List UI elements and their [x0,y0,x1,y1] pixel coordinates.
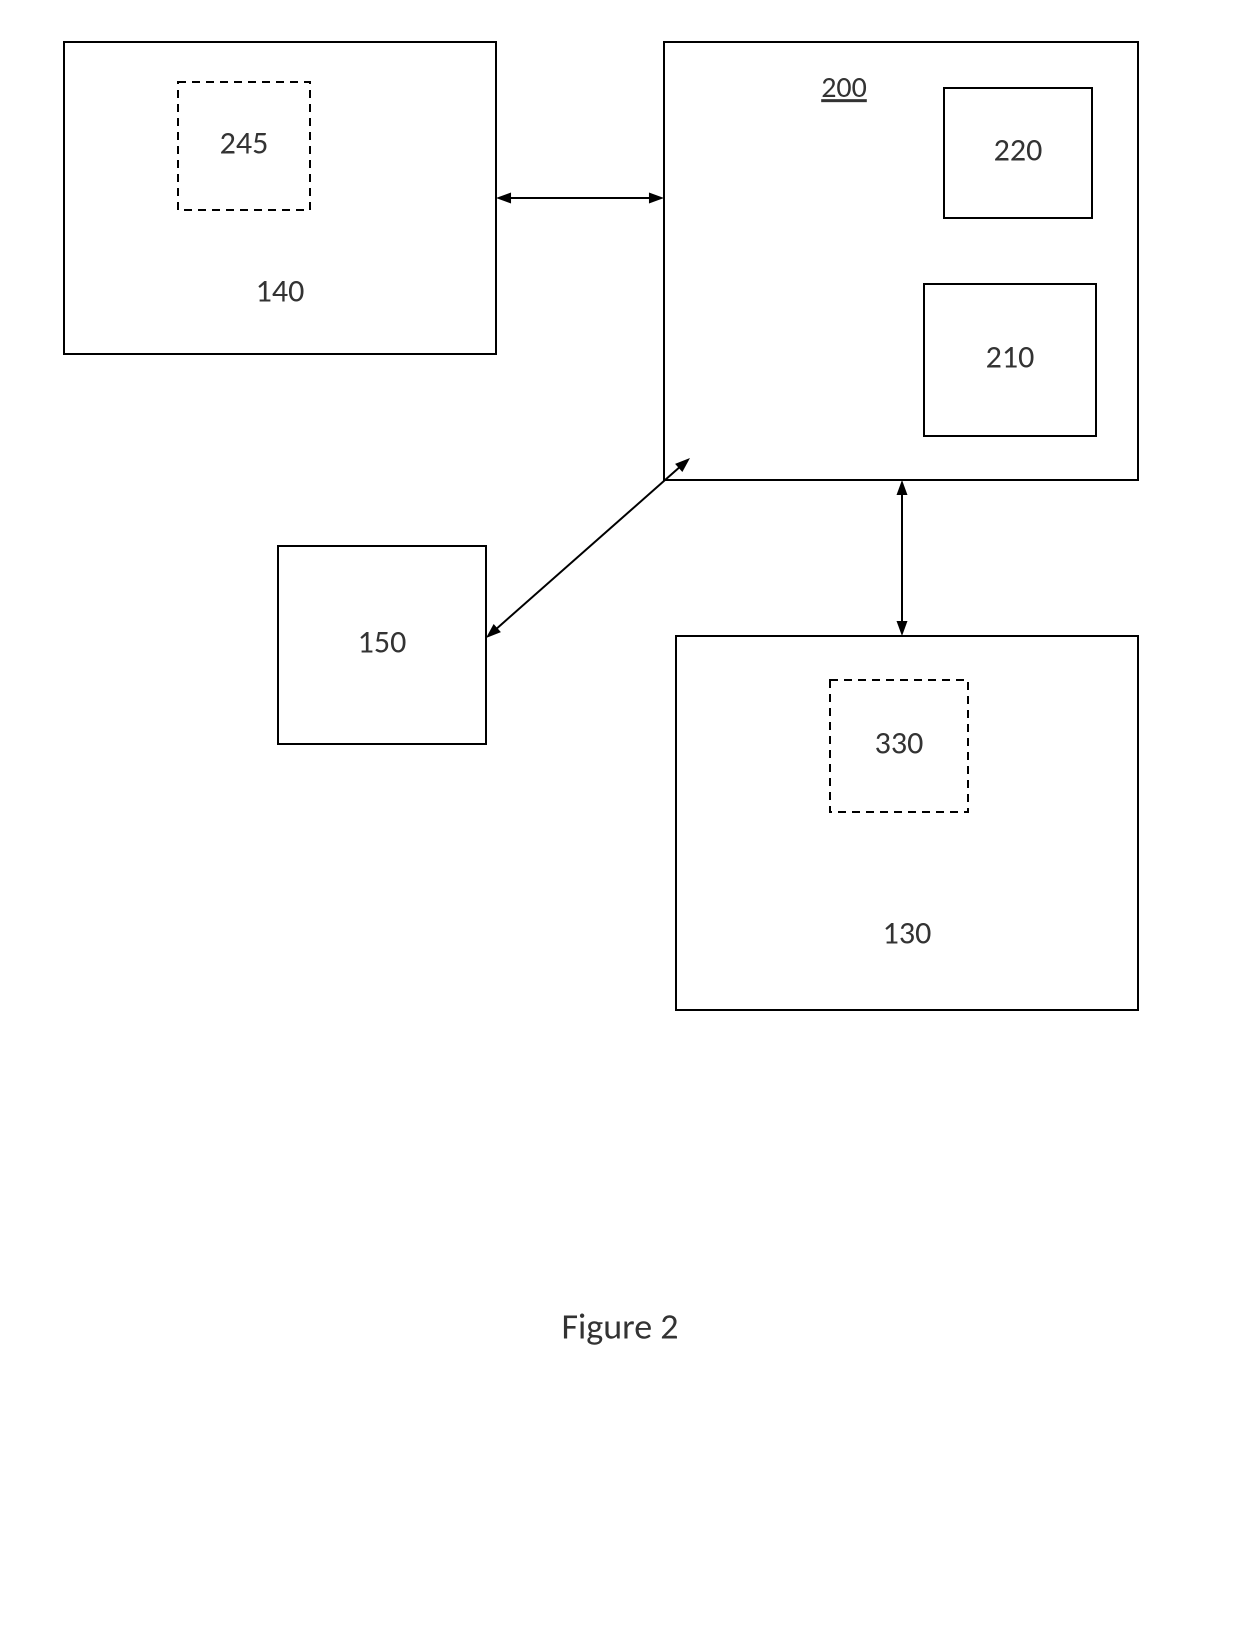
figure-caption: Figure 2 [561,1305,678,1349]
diagram-canvas: 140 245 200 220 210 150 130 330 Figure 2 [0,0,1240,1646]
edge-1 [486,458,690,638]
node-box330: 330 [830,680,968,812]
node-label-box140: 140 [256,272,305,311]
node-label-box150: 150 [358,623,407,662]
node-box220: 220 [944,88,1092,218]
node-box245: 245 [178,82,310,210]
node-label-box130: 130 [883,914,932,953]
node-label-box210: 210 [986,338,1035,377]
node-label-box245: 245 [220,124,269,163]
node-box150: 150 [278,546,486,744]
node-label-box220: 220 [994,131,1043,170]
edge-2 [897,480,908,636]
edge-0 [496,193,664,204]
node-box210: 210 [924,284,1096,436]
node-label-box200: 200 [821,69,867,106]
node-label-box330: 330 [875,724,924,763]
